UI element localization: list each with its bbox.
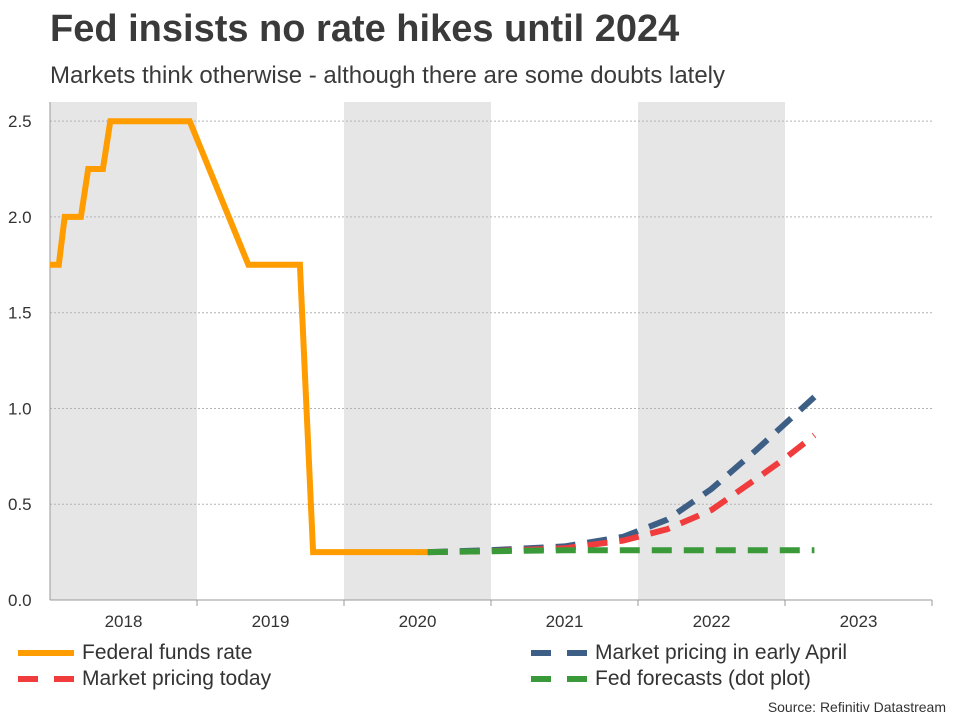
series-line-market-pricing-in-early-april <box>427 394 817 556</box>
chart-subtitle: Markets think otherwise - although there… <box>50 62 726 89</box>
legend-swatch-fed-forecasts <box>531 676 587 682</box>
shaded-year-band <box>344 102 491 600</box>
x-tick-label: 2019 <box>252 612 290 631</box>
chart-title: Fed insists no rate hikes until 2024 <box>50 8 680 50</box>
legend-label-federal-funds-rate: Federal funds rate <box>82 641 253 664</box>
legend-swatch-federal-funds-rate <box>18 650 74 656</box>
y-tick-label: 1.0 <box>8 399 32 418</box>
legend-item-market-pricing-early-april: Market pricing in early April <box>531 640 951 666</box>
x-tick-label: 2018 <box>105 612 143 631</box>
legend-item-federal-funds-rate: Federal funds rate <box>18 640 458 666</box>
legend-label-market-pricing-today: Market pricing today <box>82 667 272 690</box>
legend-label-market-pricing-early-april: Market pricing in early April <box>595 641 848 664</box>
shaded-year-band <box>50 102 197 600</box>
legend-label-fed-forecasts: Fed forecasts (dot plot) <box>595 667 811 690</box>
y-tick-label: 0.5 <box>8 495 32 514</box>
legend-swatch-market-pricing-early-april <box>531 650 587 656</box>
y-tick-label: 1.5 <box>8 304 32 323</box>
y-tick-label: 2.0 <box>8 208 32 227</box>
x-tick-label: 2021 <box>546 612 584 631</box>
chart-area: 0.0 0.5 1.0 1.5 2.0 2.5 2018 2019 2020 2021 2022 20… <box>8 102 933 631</box>
legend-item-fed-forecasts: Fed forecasts (dot plot) <box>531 666 951 692</box>
legend-right: Market pricing in early April Fed foreca… <box>531 640 951 692</box>
series-line-fed-forecasts-dot-plot <box>427 547 815 556</box>
x-tick-label: 2020 <box>399 612 437 631</box>
x-tick-label: 2023 <box>840 612 878 631</box>
series-line-federal-funds-rate <box>50 118 428 556</box>
y-tick-label: 0.0 <box>8 591 32 610</box>
x-tick-label: 2022 <box>693 612 731 631</box>
source-note: Source: Refinitiv Datastream <box>767 699 946 715</box>
shaded-year-band <box>638 102 785 600</box>
legend-swatch-market-pricing-today <box>18 676 74 682</box>
series-line-market-pricing-today <box>427 432 817 556</box>
y-tick-label: 2.5 <box>8 112 32 131</box>
legend-left: Federal funds rate Market pricing today <box>18 640 458 692</box>
legend-item-market-pricing-today: Market pricing today <box>18 666 458 692</box>
